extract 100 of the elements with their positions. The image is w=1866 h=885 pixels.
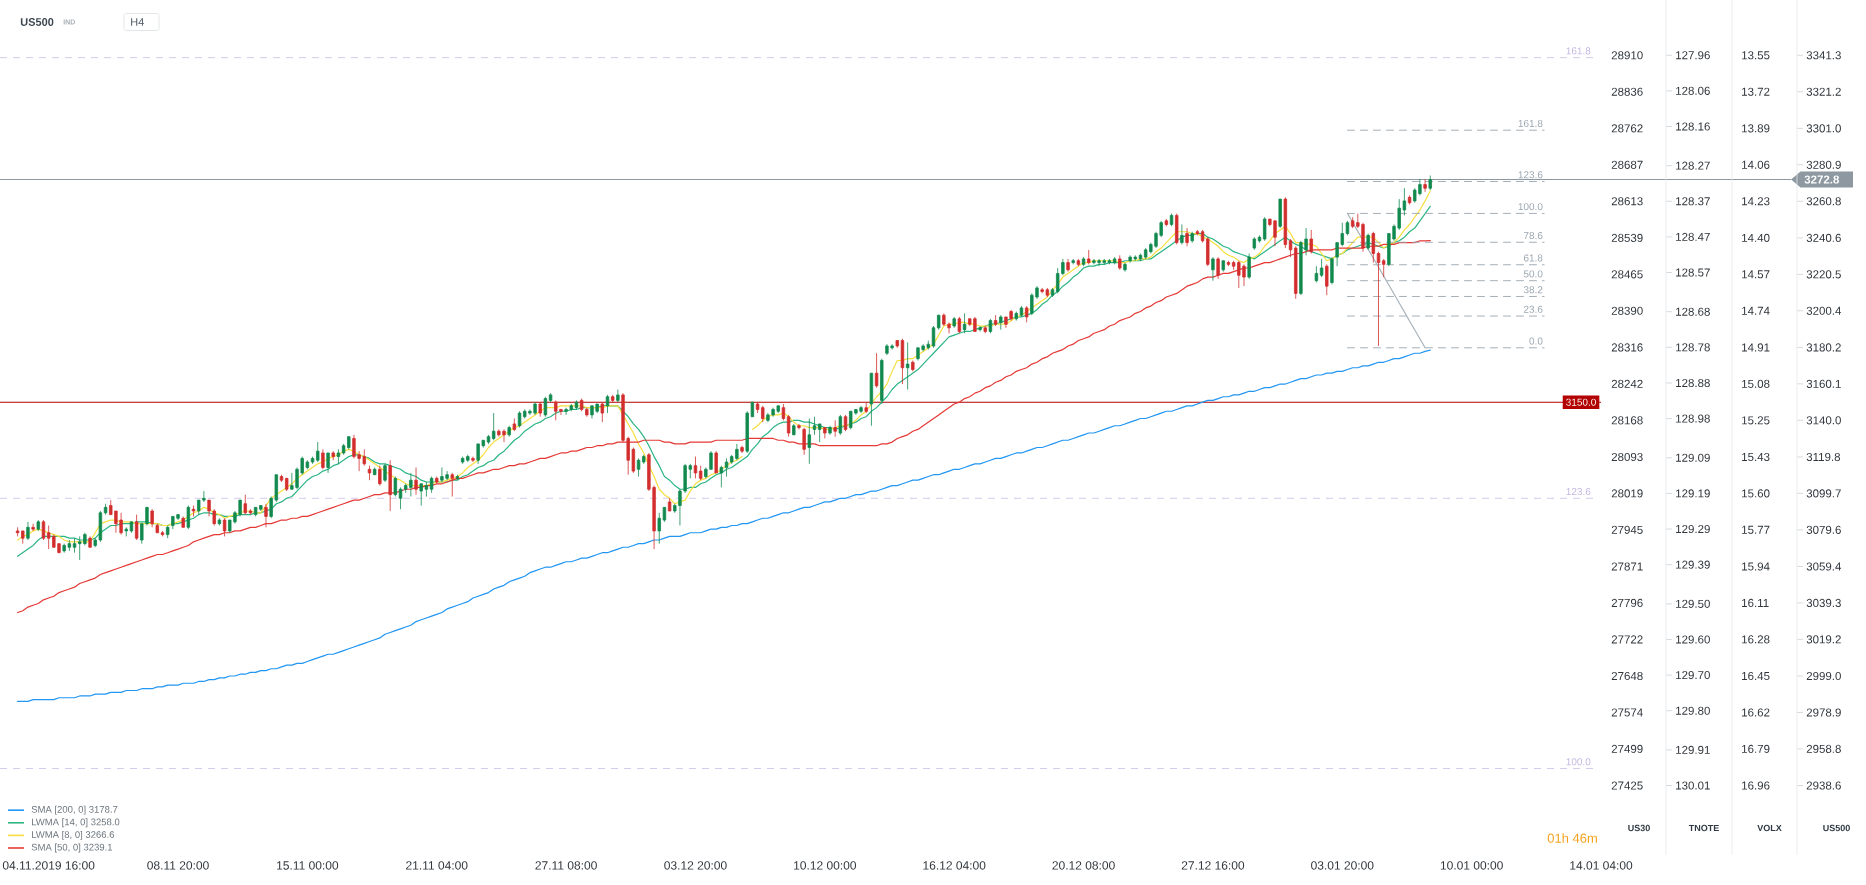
text: 15.08: [1742, 379, 1770, 388]
candlestick: [1071, 258, 1075, 265]
legend-label: LWMA [14, 0] 3258.0: [32, 818, 120, 828]
legend-label: SMA [200, 0] 3178.7: [31, 805, 118, 815]
candlestick: [538, 401, 542, 418]
text: 14.91: [1742, 343, 1770, 352]
candlestick: [191, 505, 196, 517]
y3-tick-label: 129.50: [1676, 599, 1710, 608]
x-tick-label: 27.12 16:00: [1181, 861, 1245, 870]
text: 28316: [1611, 343, 1643, 352]
y-tick-label: 3140.0: [1806, 416, 1841, 425]
candlestick: [103, 503, 108, 516]
candlestick: [838, 414, 843, 436]
candlestick: [1014, 311, 1018, 321]
text: 28539: [1611, 233, 1643, 242]
text: 14.40: [1742, 233, 1770, 242]
candlestick: [243, 494, 247, 516]
candlestick: [740, 445, 744, 454]
candlestick: [999, 314, 1003, 331]
text: 13.89: [1742, 124, 1770, 133]
y-tick-label: 3079.6: [1806, 525, 1841, 534]
candlestick: [129, 521, 134, 534]
x-tick-label: 27.11 08:00: [535, 861, 597, 870]
y3-tick-label: 129.80: [1676, 706, 1710, 715]
candlestick: [378, 465, 382, 486]
candlestick: [1050, 287, 1055, 298]
text: 15.43: [1742, 452, 1770, 462]
candlestick: [310, 456, 315, 465]
y-tick-label: 3341.3: [1806, 51, 1841, 60]
candlestick: [336, 448, 341, 465]
text: 15.60: [1742, 489, 1770, 498]
candlestick: [802, 427, 806, 456]
candlestick: [264, 503, 268, 528]
candlestick: [1164, 218, 1169, 227]
y-tick-label: 3019.2: [1806, 635, 1841, 644]
candlestick: [160, 530, 165, 537]
text: 27574: [1611, 708, 1643, 717]
candlestick: [693, 456, 698, 479]
candlestick: [1319, 258, 1324, 278]
y3-tick-label: 129.91: [1676, 745, 1710, 754]
y-tick-label: 3260.8: [1806, 197, 1841, 206]
x-tick-label: 04.11.2019 16:00: [2, 861, 95, 870]
text: 16.11: [1742, 598, 1769, 607]
text: 27945: [1611, 525, 1643, 534]
annotation: 100.0: [1566, 758, 1591, 766]
y3-tick-label: 129.70: [1676, 671, 1710, 680]
y3-tick-label: 130.01: [1676, 781, 1710, 790]
y-tick-label: 3220.5: [1806, 270, 1841, 279]
text: 28687: [1611, 160, 1643, 169]
candlestick: [72, 537, 77, 554]
candlestick: [512, 418, 517, 432]
candlestick: [812, 416, 817, 436]
series-label: 61.8: [1523, 254, 1543, 262]
y3-tick-label: 128.06: [1676, 86, 1710, 95]
candlestick: [605, 394, 610, 414]
candlestick: [1366, 233, 1370, 251]
x-tick-label: 20.12 08:00: [1052, 861, 1115, 870]
y-tick-label: 2938.6: [1806, 781, 1841, 790]
candlestick: [507, 425, 511, 438]
x-tick-label: 10.12 00:00: [794, 861, 857, 870]
candlestick: [414, 467, 418, 496]
candlestick: [284, 477, 289, 492]
text: 14.23: [1742, 197, 1770, 206]
candlestick: [1247, 253, 1251, 280]
y3-tick-label: 129.60: [1676, 635, 1710, 644]
series-label: 0.0: [1529, 337, 1543, 345]
y-tick-label: 3160.1: [1806, 379, 1841, 388]
candlestick: [1330, 256, 1334, 285]
candlestick: [714, 450, 718, 474]
text: 28168: [1611, 416, 1643, 425]
candlestick: [429, 476, 434, 494]
ref-line-label: 3150.0: [1566, 398, 1596, 406]
candlestick: [367, 465, 372, 481]
y3-tick-label: 129.39: [1676, 560, 1710, 569]
candlestick: [1180, 224, 1184, 245]
candlestick: [1283, 196, 1288, 249]
series-label: 50.0: [1523, 270, 1543, 278]
candlestick: [36, 519, 40, 532]
candlestick: [1076, 258, 1081, 267]
text: 16.79: [1742, 744, 1770, 753]
candlestick: [450, 472, 454, 497]
y3-tick-label: 128.68: [1676, 307, 1710, 316]
candlestick: [988, 318, 993, 334]
text: 27425: [1611, 781, 1643, 790]
candlestick: [134, 514, 139, 541]
candlestick: [1019, 305, 1024, 318]
x-tick-label: 10.01 00:00: [1440, 861, 1503, 870]
candlestick: [331, 450, 335, 461]
candlestick: [1226, 260, 1231, 267]
candlestick: [797, 423, 801, 430]
candlestick: [880, 358, 884, 405]
candlestick: [491, 412, 496, 441]
text: 28762: [1611, 124, 1643, 133]
candlestick: [1309, 229, 1313, 254]
candlestick: [864, 401, 868, 414]
y-tick-label: 3321.2: [1806, 87, 1841, 96]
candlestick: [616, 389, 620, 403]
candlestick: [88, 535, 92, 548]
series-label: 23.6: [1523, 305, 1543, 313]
candlestick: [724, 458, 729, 477]
